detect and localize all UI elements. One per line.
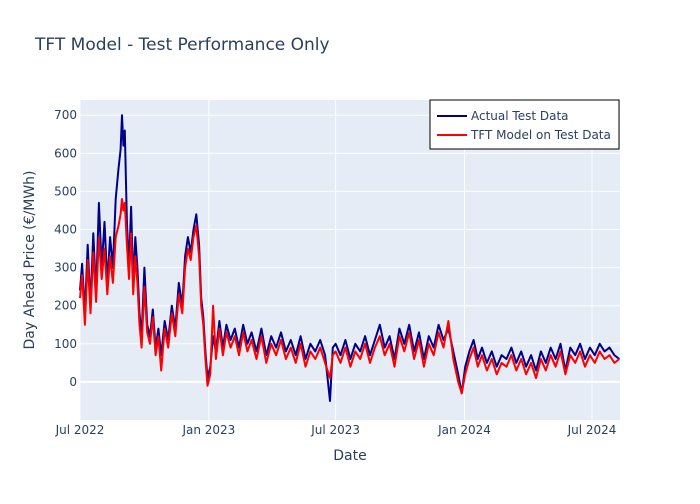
series-line-tft	[79, 198, 620, 395]
x-axis-ticks: Jul 2022 Jan 2023 Jul 2023 Jan 2024 Jul 2024	[55, 423, 617, 437]
y-tick-label: 200	[54, 299, 77, 313]
x-axis-label: Date	[333, 448, 366, 464]
y-tick-label: 600	[54, 146, 77, 160]
y-tick-label: 300	[54, 261, 77, 275]
series-lines	[79, 114, 620, 402]
x-tick-label: Jul 2023	[310, 423, 360, 437]
series-line-actual	[79, 114, 620, 402]
y-tick-label: 400	[54, 223, 77, 237]
x-tick-label: Jan 2024	[437, 423, 491, 437]
y-axis-ticks: 0 100 200 300 400 500 600 700	[54, 108, 77, 389]
x-tick-label: Jul 2022	[55, 423, 105, 437]
x-tick-label: Jan 2023	[181, 423, 235, 437]
y-tick-label: 700	[54, 108, 77, 122]
legend: Actual Test Data TFT Model on Test Data	[429, 99, 620, 150]
legend-label-tft: TFT Model on Test Data	[470, 128, 611, 142]
y-axis-label: Day Ahead Price (€/MWh)	[22, 170, 38, 349]
legend-box	[429, 99, 620, 150]
y-tick-label: 0	[69, 375, 77, 389]
y-tick-label: 100	[54, 337, 77, 351]
legend-label-actual: Actual Test Data	[471, 109, 569, 123]
x-tick-label: Jul 2024	[567, 423, 617, 437]
y-tick-label: 500	[54, 184, 77, 198]
chart-title: TFT Model - Test Performance Only	[34, 35, 330, 55]
